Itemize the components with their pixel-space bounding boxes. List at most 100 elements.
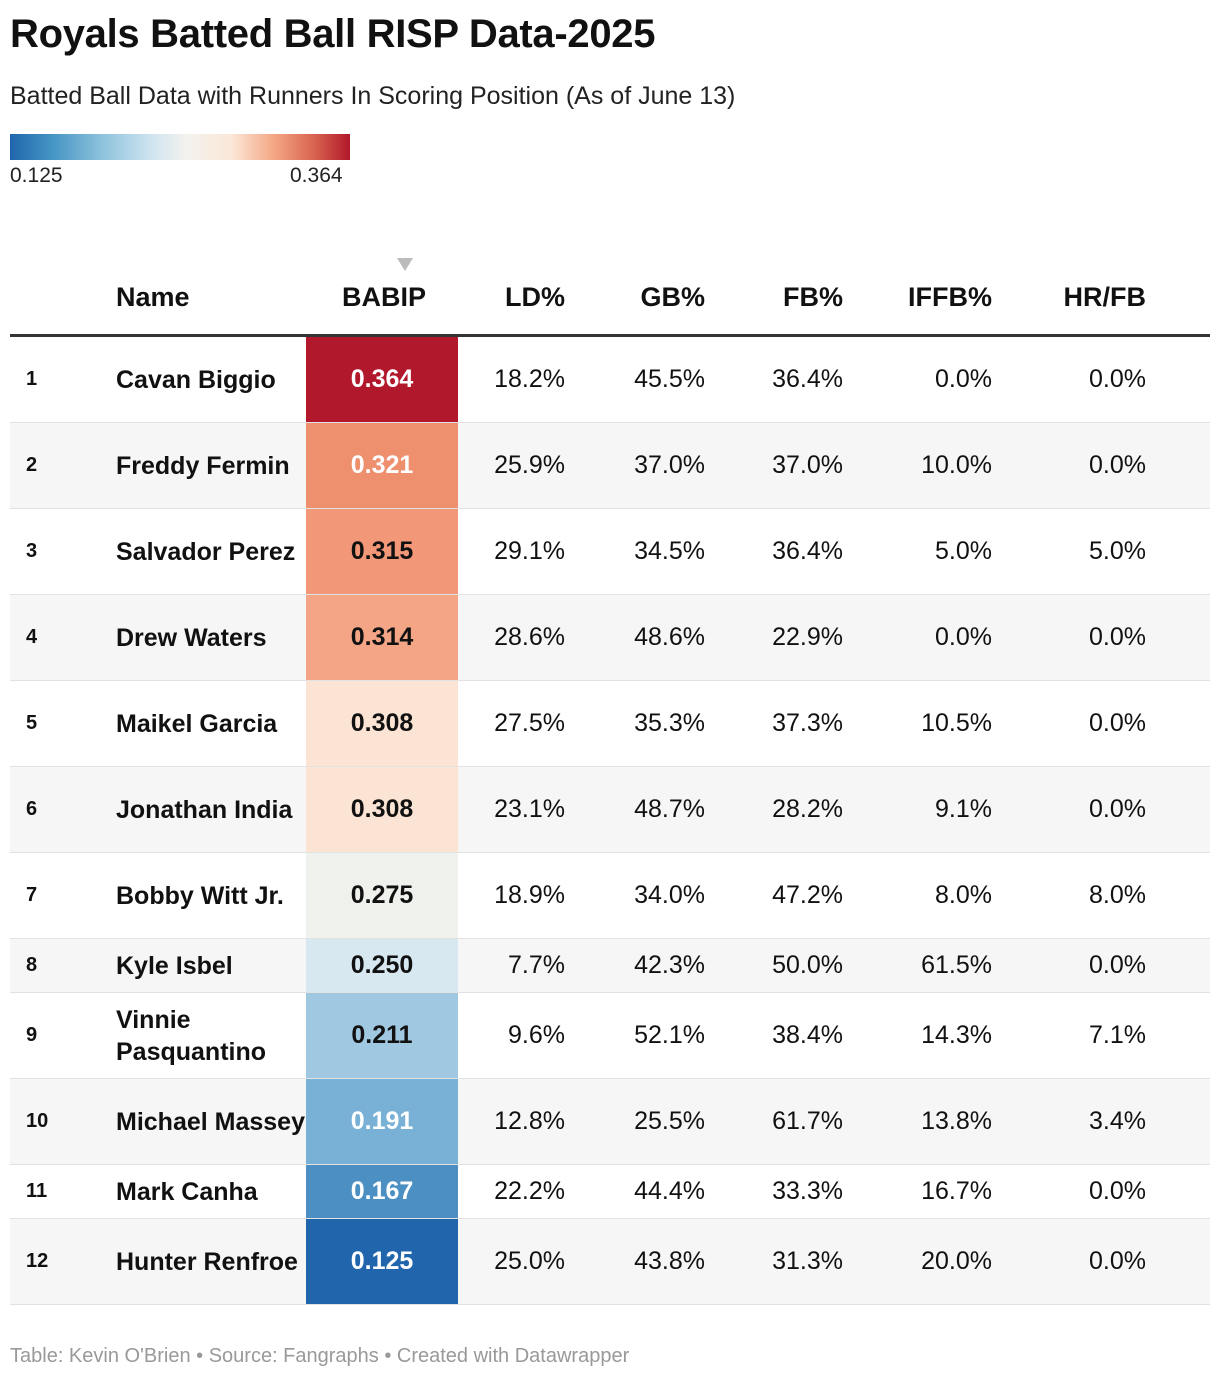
player-name: Bobby Witt Jr.	[116, 881, 284, 910]
gb-value: 44.4%	[634, 1177, 705, 1205]
hrfb-value: 0.0%	[1089, 1177, 1146, 1205]
ld-value: 9.6%	[508, 1021, 565, 1049]
table-row: 11 Mark Canha 0.167 22.2% 44.4% 33.3% 16.7% 0.0…	[10, 1165, 1210, 1219]
ld-value: 18.2%	[494, 365, 565, 393]
player-name: Drew Waters	[116, 623, 267, 652]
iffb-value: 13.8%	[921, 1107, 992, 1135]
fb-value: 36.4%	[772, 365, 843, 393]
babip-value: 0.275	[306, 853, 458, 938]
chart-title: Royals Batted Ball RISP Data-2025	[10, 12, 656, 56]
table-row: 7 Bobby Witt Jr. 0.275 18.9% 34.0% 47.2% 8.0% 8…	[10, 853, 1210, 939]
gb-value: 45.5%	[634, 365, 705, 393]
player-name: Kyle Isbel	[116, 951, 233, 980]
row-rank: 12	[26, 1250, 49, 1272]
hrfb-value: 0.0%	[1089, 365, 1146, 393]
gb-value: 34.5%	[634, 537, 705, 565]
fb-value: 47.2%	[772, 881, 843, 909]
iffb-value: 5.0%	[935, 537, 992, 565]
column-header-ld[interactable]: LD%	[505, 282, 565, 312]
sort-descending-icon	[397, 258, 413, 271]
hrfb-value: 0.0%	[1089, 709, 1146, 737]
fb-value: 61.7%	[772, 1107, 843, 1135]
fb-value: 31.3%	[772, 1247, 843, 1275]
ld-value: 25.0%	[494, 1247, 565, 1275]
fb-value: 37.0%	[772, 451, 843, 479]
iffb-value: 8.0%	[935, 881, 992, 909]
hrfb-value: 0.0%	[1089, 451, 1146, 479]
iffb-value: 61.5%	[921, 951, 992, 979]
gb-value: 48.7%	[634, 795, 705, 823]
hrfb-value: 8.0%	[1089, 881, 1146, 909]
gb-value: 37.0%	[634, 451, 705, 479]
player-name: Michael Massey	[116, 1107, 305, 1136]
row-rank: 5	[26, 712, 38, 734]
babip-value: 0.125	[306, 1219, 458, 1304]
column-header-name[interactable]: Name	[116, 282, 190, 312]
row-rank: 9	[26, 1024, 38, 1046]
chart-footer: Table: Kevin O'Brien • Source: Fangraphs…	[10, 1345, 630, 1367]
babip-value: 0.315	[306, 509, 458, 594]
row-rank: 10	[26, 1110, 49, 1132]
player-name: Salvador Perez	[116, 537, 296, 566]
column-header-hrfb[interactable]: HR/FB	[1063, 282, 1147, 312]
gb-value: 48.6%	[634, 623, 705, 651]
table-row: 3 Salvador Perez 0.315 29.1% 34.5% 36.4% 5.0% 5…	[10, 509, 1210, 595]
player-name: Jonathan India	[116, 795, 293, 824]
table-row: 4 Drew Waters 0.314 28.6% 48.6% 22.9% 0.0% 0.0%	[10, 595, 1210, 681]
iffb-value: 0.0%	[935, 623, 992, 651]
gb-value: 42.3%	[634, 951, 705, 979]
row-rank: 1	[26, 368, 38, 390]
gb-value: 43.8%	[634, 1247, 705, 1275]
babip-value: 0.191	[306, 1079, 458, 1164]
table-header: Name BABIP LD% GB% FB% IFFB% HR/FB	[10, 282, 1210, 334]
table-row: 2 Freddy Fermin 0.321 25.9% 37.0% 37.0% 10.0% 0…	[10, 423, 1210, 509]
table-row: 12 Hunter Renfroe 0.125 25.0% 43.8% 31.3% 20.0…	[10, 1219, 1210, 1305]
header-divider	[10, 334, 1210, 337]
fb-value: 22.9%	[772, 623, 843, 651]
iffb-value: 10.0%	[921, 451, 992, 479]
ld-value: 28.6%	[494, 623, 565, 651]
table-row: 8 Kyle Isbel 0.250 7.7% 42.3% 50.0% 61.5% 0.0%	[10, 939, 1210, 993]
ld-value: 23.1%	[494, 795, 565, 823]
column-header-iffb[interactable]: IFFB%	[908, 282, 992, 312]
iffb-value: 9.1%	[935, 795, 992, 823]
iffb-value: 20.0%	[921, 1247, 992, 1275]
ld-value: 7.7%	[508, 951, 565, 979]
column-header-fb[interactable]: FB%	[783, 282, 843, 312]
column-header-gb[interactable]: GB%	[640, 282, 705, 312]
player-name: Mark Canha	[116, 1177, 258, 1206]
babip-value: 0.250	[306, 939, 458, 992]
ld-value: 12.8%	[494, 1107, 565, 1135]
row-rank: 2	[26, 454, 38, 476]
fb-value: 50.0%	[772, 951, 843, 979]
fb-value: 38.4%	[772, 1021, 843, 1049]
iffb-value: 14.3%	[921, 1021, 992, 1049]
row-rank: 7	[26, 884, 38, 906]
hrfb-value: 0.0%	[1089, 951, 1146, 979]
gb-value: 34.0%	[634, 881, 705, 909]
ld-value: 25.9%	[494, 451, 565, 479]
table-row: 9 Vinnie Pasquantino 0.211 9.6% 52.1% 38.4% 14…	[10, 993, 1210, 1079]
gb-value: 52.1%	[634, 1021, 705, 1049]
fb-value: 28.2%	[772, 795, 843, 823]
babip-value: 0.167	[306, 1165, 458, 1218]
ld-value: 18.9%	[494, 881, 565, 909]
player-name: Vinnie Pasquantino	[116, 1005, 267, 1066]
fb-value: 36.4%	[772, 537, 843, 565]
player-name: Maikel Garcia	[116, 709, 278, 738]
babip-value: 0.211	[306, 993, 458, 1078]
table-row: 1 Cavan Biggio 0.364 18.2% 45.5% 36.4% 0.0% 0.0…	[10, 337, 1210, 423]
chart-subtitle: Batted Ball Data with Runners In Scoring…	[10, 82, 736, 110]
iffb-value: 10.5%	[921, 709, 992, 737]
row-rank: 4	[26, 626, 38, 648]
ld-value: 27.5%	[494, 709, 565, 737]
color-scale-legend	[10, 134, 350, 160]
row-rank: 11	[26, 1180, 48, 1202]
row-rank: 8	[26, 954, 38, 976]
hrfb-value: 0.0%	[1089, 1247, 1146, 1275]
gb-value: 25.5%	[634, 1107, 705, 1135]
table-body: 1 Cavan Biggio 0.364 18.2% 45.5% 36.4% 0.0% 0.0…	[10, 337, 1210, 1305]
player-name: Cavan Biggio	[116, 365, 276, 394]
column-header-babip[interactable]: BABIP	[341, 282, 426, 312]
row-rank: 6	[26, 798, 38, 820]
